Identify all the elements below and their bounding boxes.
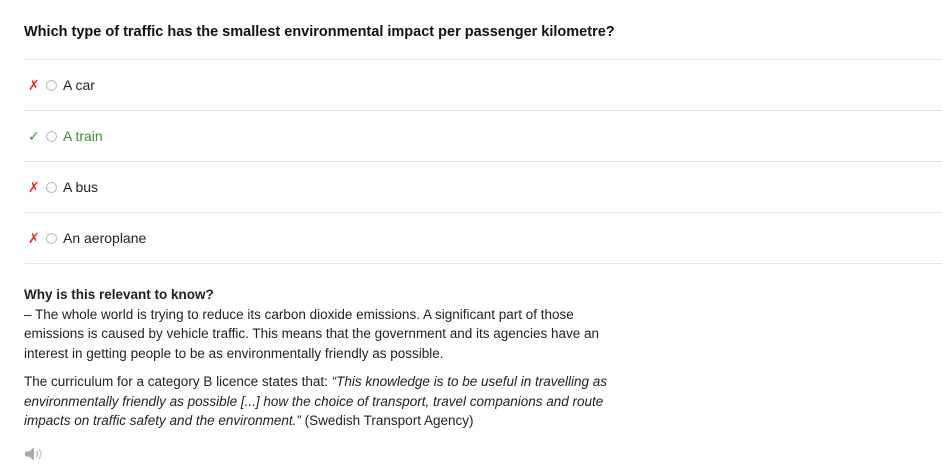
radio-button[interactable] [46,130,57,142]
answer-option-car[interactable]: ✗ A car [24,59,942,110]
radio-button[interactable] [46,79,57,91]
curriculum-paragraph: The curriculum for a category B licence … [24,372,624,431]
curriculum-quote: “This knowledge is to be useful in trave… [24,374,608,428]
answer-option-bus[interactable]: ✗ A bus [24,161,942,212]
correct-mark-icon: ✓ [28,127,40,144]
answer-options: ✗ A car ✓ A train ✗ A bus ✗ An aeroplane [24,59,942,264]
option-label: A train [63,128,103,144]
radio-button[interactable] [46,232,57,244]
curriculum-source: (Swedish Transport Agency) [300,413,474,428]
answer-option-aeroplane[interactable]: ✗ An aeroplane [24,212,942,264]
explanation-text: – The whole world is trying to reduce it… [24,306,600,361]
question-title: Which type of traffic has the smallest e… [24,24,615,40]
wrong-mark-icon: ✗ [28,178,40,195]
wrong-mark-icon: ✗ [28,76,40,93]
option-label: A car [63,77,95,93]
speaker-icon[interactable] [24,446,44,462]
option-label: An aeroplane [63,230,147,246]
explanation-section: Why is this relevant to know? – The whol… [24,285,624,431]
curriculum-prefix: The curriculum for a category B licence … [24,374,332,389]
answer-option-train[interactable]: ✓ A train [24,110,942,161]
explanation-title: Why is this relevant to know? [24,287,214,302]
radio-button[interactable] [46,181,57,193]
wrong-mark-icon: ✗ [28,229,40,246]
option-label: A bus [63,179,99,195]
